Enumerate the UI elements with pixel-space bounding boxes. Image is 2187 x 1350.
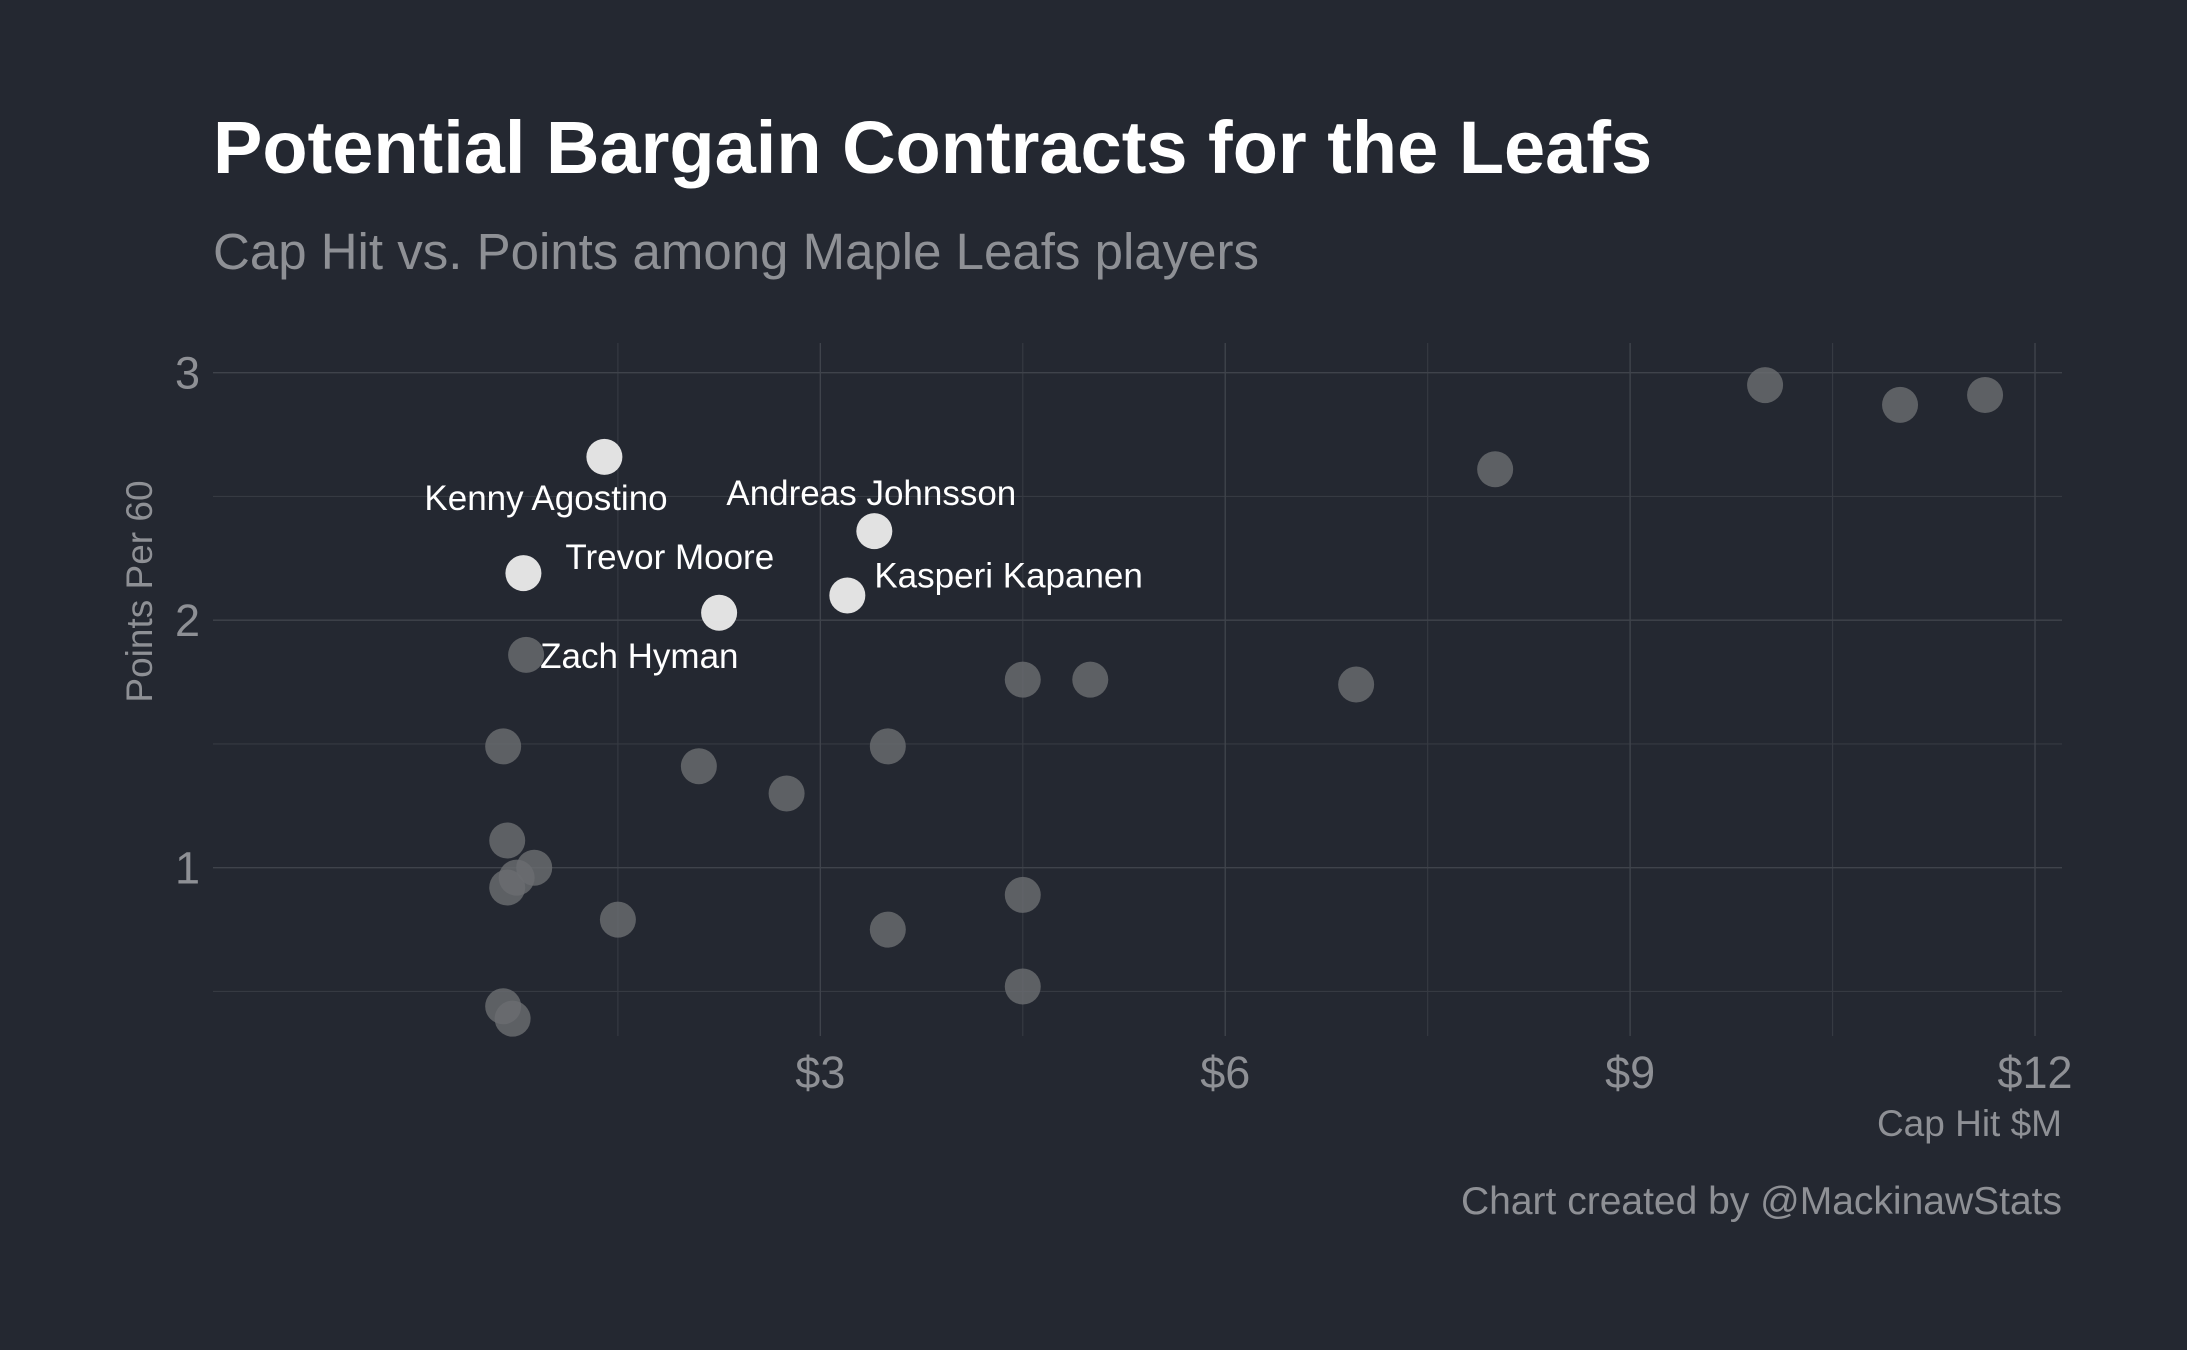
grid-lines: [213, 343, 2062, 1036]
player-point: [869, 911, 906, 948]
y-axis-ticks: 1 2 3: [175, 348, 200, 894]
player-name-label: Andreas Johnsson: [726, 474, 1016, 513]
highlighted-player-point: [586, 438, 623, 475]
x-tick-label: $12: [1997, 1047, 2072, 1098]
y-axis-title: Points Per 60: [119, 480, 160, 702]
chart-caption: Chart created by @MackinawStats: [1461, 1180, 2062, 1223]
player-name-label: Trevor Moore: [565, 538, 774, 577]
x-axis-ticks: $3 $6 $9 $12: [795, 1047, 2072, 1098]
player-point: [1882, 386, 1919, 423]
player-point: [1477, 451, 1514, 488]
x-tick-label: $6: [1200, 1047, 1250, 1098]
player-name-label: Kasperi Kapanen: [874, 556, 1143, 595]
player-point: [489, 869, 526, 906]
chart-title: Potential Bargain Contracts for the Leaf…: [213, 106, 1653, 189]
player-point: [489, 822, 526, 859]
player-point: [508, 636, 545, 673]
player-point: [680, 748, 717, 785]
player-point: [869, 728, 906, 765]
chart-subtitle: Cap Hit vs. Points among Maple Leafs pla…: [213, 223, 1259, 280]
x-tick-label: $3: [795, 1047, 845, 1098]
x-tick-label: $9: [1605, 1047, 1655, 1098]
highlighted-player-point: [505, 555, 542, 592]
player-point: [1072, 661, 1109, 698]
highlighted-player-point: [701, 594, 738, 631]
y-tick-label: 2: [175, 595, 200, 646]
player-point: [1004, 968, 1041, 1005]
x-axis-title: Cap Hit $M: [1877, 1103, 2062, 1144]
player-point: [494, 1000, 531, 1037]
player-name-label: Zach Hyman: [540, 637, 738, 676]
player-point: [485, 728, 522, 765]
highlighted-player-point: [856, 513, 893, 550]
y-tick-label: 1: [175, 843, 200, 894]
highlighted-player-point: [829, 577, 866, 614]
data-points: [485, 367, 2004, 1037]
player-point: [1004, 661, 1041, 698]
player-point: [599, 901, 636, 938]
y-tick-label: 3: [175, 348, 200, 399]
player-point: [1004, 876, 1041, 913]
point-labels: Zach Hyman Kenny Agostino Trevor Moore Kasp…: [424, 474, 1142, 676]
player-point: [768, 775, 805, 812]
player-point: [1338, 666, 1375, 703]
player-point: [1747, 367, 1784, 404]
player-point: [1967, 376, 2004, 413]
player-name-label: Kenny Agostino: [424, 479, 667, 518]
